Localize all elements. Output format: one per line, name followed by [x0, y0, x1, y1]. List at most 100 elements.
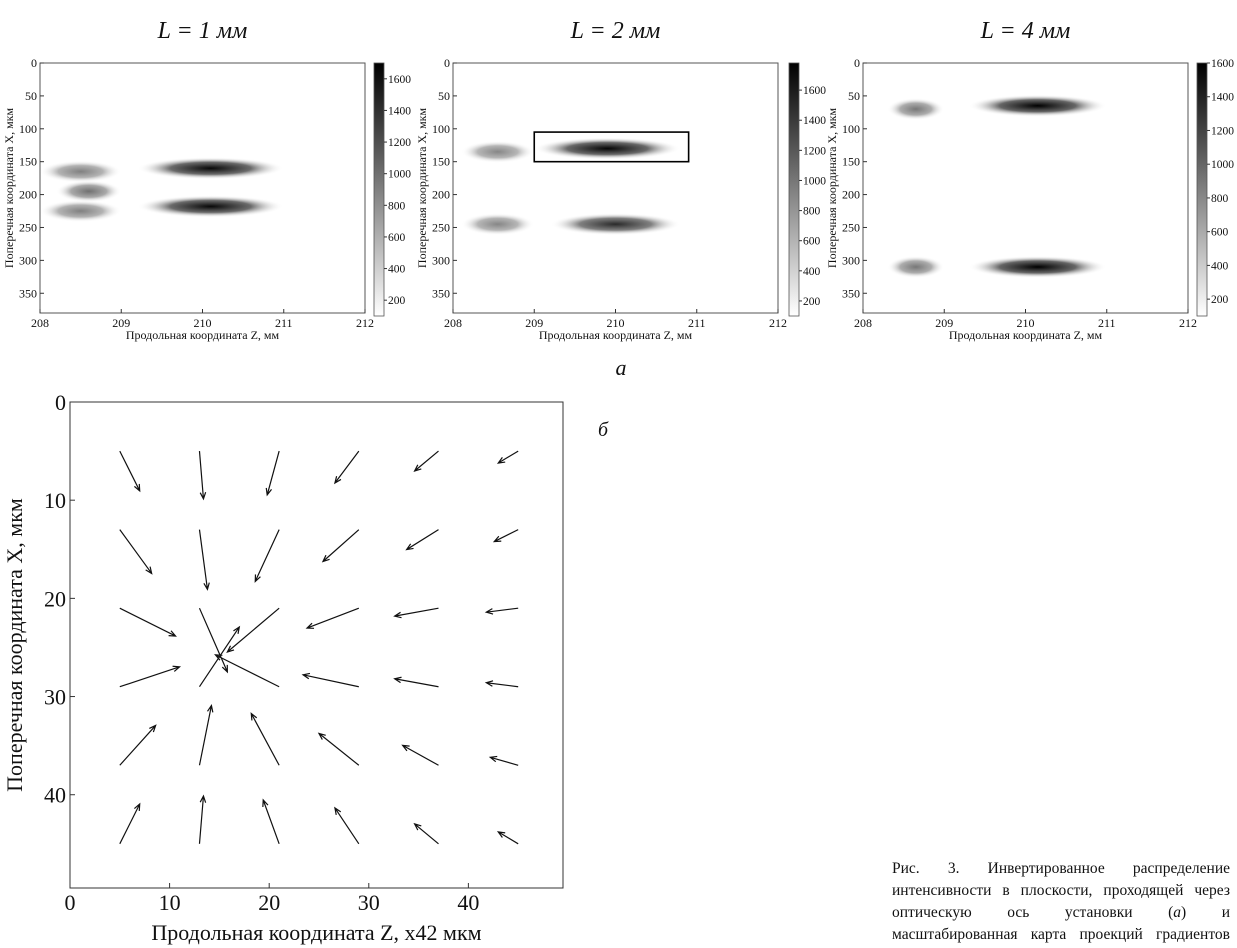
x-tick-label: 210 — [1017, 316, 1035, 330]
arrow — [401, 744, 439, 766]
colorbar-tick-label: 800 — [803, 206, 821, 218]
x-tick-label: 40 — [457, 890, 479, 915]
x-tick-label: 212 — [769, 316, 787, 330]
y-tick-label: 100 — [432, 122, 450, 136]
beam — [137, 157, 284, 180]
caption: Рис. 3. Инвертированное распределение ин… — [892, 858, 1230, 948]
selection-box — [533, 131, 690, 163]
arrow — [488, 755, 519, 766]
x-axis-label: Продольная координата Z, мм — [949, 328, 1103, 342]
colorbar-tick-label: 800 — [388, 200, 406, 212]
colorbar-tick-label: 200 — [388, 295, 406, 307]
colorbar-tick-label: 400 — [1211, 260, 1229, 272]
beam — [968, 255, 1107, 278]
y-tick-label: 350 — [19, 286, 37, 300]
panel-title: L = 4 мм — [980, 18, 1071, 44]
colorbar-tick-label: 1000 — [803, 175, 826, 187]
arrow — [321, 529, 360, 563]
plot-area — [452, 62, 779, 314]
beam — [461, 213, 535, 236]
y-tick-label: 150 — [19, 155, 37, 169]
arrow — [198, 794, 207, 844]
x-tick-label: 209 — [935, 316, 953, 330]
arrow — [119, 724, 157, 766]
y-tick-label: 50 — [25, 89, 37, 103]
arrow — [262, 798, 280, 845]
arrow — [214, 654, 280, 688]
y-tick-label: 200 — [19, 188, 37, 202]
beam — [887, 255, 945, 278]
x-tick-label: 210 — [607, 316, 625, 330]
y-tick-label: 300 — [432, 253, 450, 267]
x-tick-label: 211 — [1098, 316, 1116, 330]
y-tick-label: 250 — [19, 220, 37, 234]
arrow — [484, 607, 519, 615]
arrow — [198, 451, 207, 501]
y-tick-label: 40 — [44, 783, 66, 808]
y-tick-label: 0 — [31, 56, 37, 70]
x-tick-label: 208 — [31, 316, 49, 330]
colorbar-tick-label: 1600 — [803, 85, 826, 97]
colorbar-tick-label: 200 — [1211, 294, 1229, 306]
arrow — [119, 450, 141, 493]
arrow — [413, 822, 439, 845]
colorbar-tick-label: 1200 — [388, 137, 411, 149]
arrow — [198, 704, 214, 766]
arrow — [119, 665, 182, 688]
colorbar-tick-label: 800 — [1211, 193, 1229, 205]
x-axis-label: Продольная координата Z, мм — [126, 328, 280, 342]
arrow — [119, 802, 141, 845]
y-tick-label: 150 — [432, 155, 450, 169]
colorbar — [1196, 62, 1208, 317]
x-tick-label: 212 — [356, 316, 374, 330]
x-tick-label: 211 — [688, 316, 706, 330]
y-tick-label: 100 — [19, 122, 37, 136]
arrow — [334, 450, 360, 485]
x-tick-label: 209 — [112, 316, 130, 330]
colorbar-tick-label: 1200 — [1211, 125, 1234, 137]
beam — [461, 140, 535, 163]
arrow — [405, 529, 439, 551]
x-axis-label: Продольная координата Z, x42 мкм — [151, 920, 481, 945]
arrow — [413, 450, 439, 472]
panel-label: б — [598, 419, 609, 441]
caption-text: Рис. 3. Инвертированное распределение ин… — [892, 860, 1230, 921]
arrow — [119, 607, 177, 637]
arrow — [496, 450, 519, 464]
arrow — [198, 529, 210, 591]
beam — [887, 98, 945, 121]
y-axis-label: Поперечная координата X, мкм — [2, 498, 27, 792]
beam — [40, 160, 122, 183]
x-tick-label: 211 — [275, 316, 293, 330]
x-tick-label: 210 — [194, 316, 212, 330]
arrow — [393, 607, 439, 619]
panel-title: L = 1 мм — [157, 18, 248, 44]
y-tick-label: 50 — [438, 89, 450, 103]
colorbar-tick-label: 1000 — [388, 169, 411, 181]
y-axis-label: Поперечная координата X, мкм — [2, 108, 16, 269]
beam — [550, 213, 681, 236]
y-tick-label: 200 — [842, 188, 860, 202]
arrow — [265, 450, 280, 497]
y-tick-label: 200 — [432, 188, 450, 202]
beam — [137, 195, 284, 218]
colorbar-tick-label: 1600 — [1211, 58, 1234, 70]
arrow — [492, 529, 519, 543]
caption-text: ) и масштабированная карта проекций град… — [892, 904, 1230, 943]
colorbar-tick-label: 200 — [803, 296, 821, 308]
arrow — [317, 732, 360, 766]
x-tick-label: 208 — [854, 316, 872, 330]
plot-area — [69, 401, 564, 889]
arrow — [254, 529, 280, 583]
arrow — [484, 680, 519, 688]
x-tick-label: 10 — [159, 890, 181, 915]
y-tick-label: 0 — [854, 56, 860, 70]
y-tick-label: 350 — [432, 286, 450, 300]
beam — [56, 180, 122, 203]
beam — [534, 137, 681, 160]
colorbar-tick-label: 400 — [388, 264, 406, 276]
colorbar-tick-label: 600 — [1211, 227, 1229, 239]
y-tick-label: 300 — [19, 253, 37, 267]
